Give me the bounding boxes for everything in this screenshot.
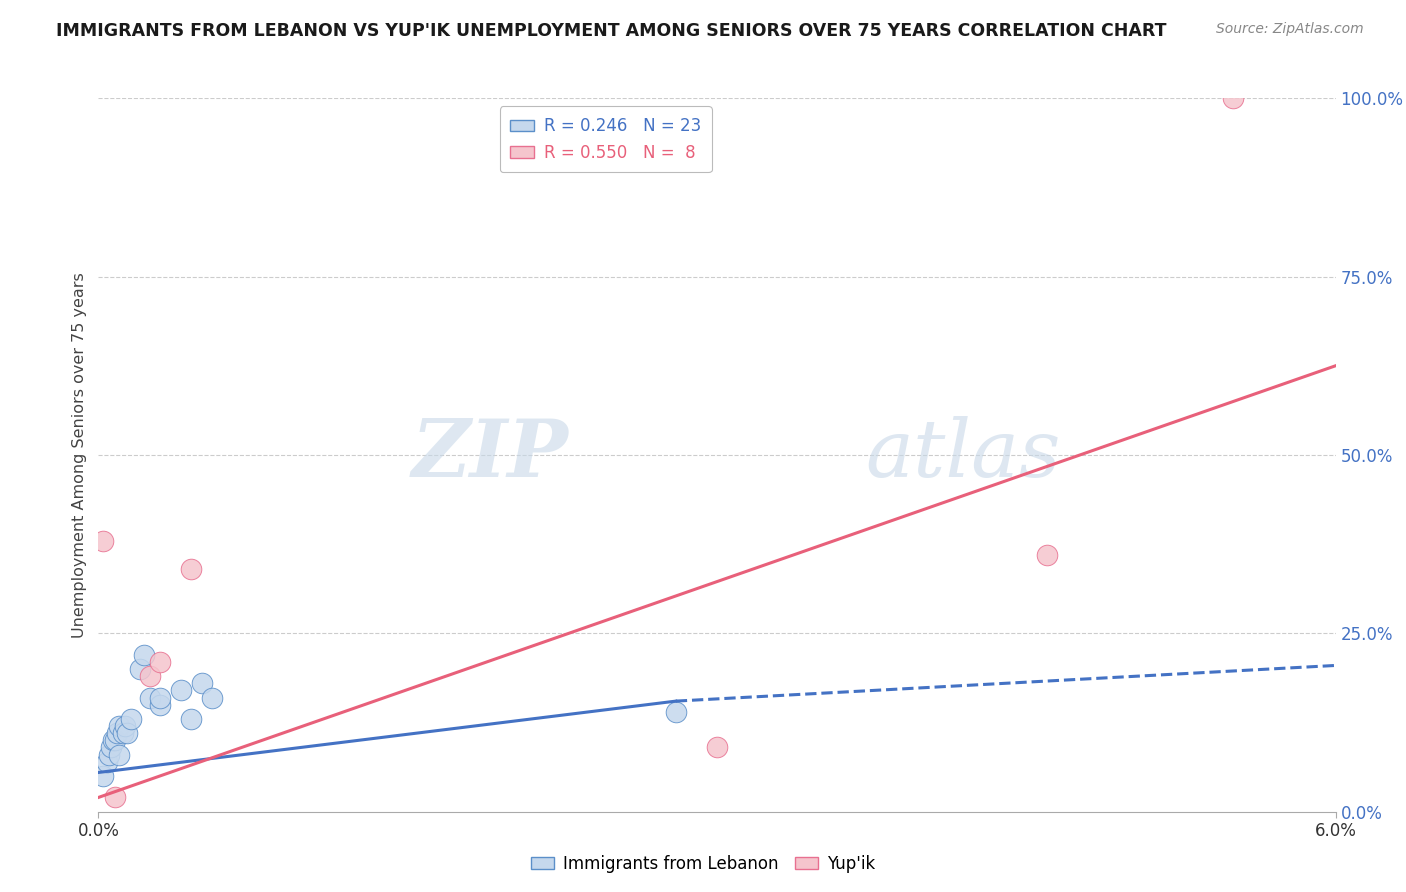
Point [139, 690, 162, 705]
Point [706, 740, 728, 755]
Point [1222, 91, 1244, 105]
Point [100, 740, 122, 755]
Point [139, 669, 162, 683]
Point [117, 726, 139, 740]
Point [170, 683, 193, 698]
Point [1036, 548, 1059, 562]
Y-axis label: Unemployment Among Seniors over 75 years: Unemployment Among Seniors over 75 years [72, 272, 87, 638]
Point [91, 533, 114, 548]
Text: ZIP: ZIP [412, 417, 568, 493]
Point [112, 726, 135, 740]
Point [190, 676, 212, 690]
Legend: R = 0.246   N = 23, R = 0.550   N =  8: R = 0.246 N = 23, R = 0.550 N = 8 [499, 106, 711, 172]
Point [120, 712, 142, 726]
Point [180, 712, 202, 726]
Point [201, 690, 224, 705]
Point [104, 790, 127, 805]
Point [132, 648, 155, 662]
Text: IMMIGRANTS FROM LEBANON VS YUP'IK UNEMPLOYMENT AMONG SENIORS OVER 75 YEARS CORRE: IMMIGRANTS FROM LEBANON VS YUP'IK UNEMPL… [56, 22, 1167, 40]
Point [149, 698, 172, 712]
Point [91, 769, 114, 783]
Point [114, 719, 136, 733]
Point [149, 690, 172, 705]
Point [149, 655, 172, 669]
Point [180, 562, 202, 576]
Text: Source: ZipAtlas.com: Source: ZipAtlas.com [1216, 22, 1364, 37]
Point [108, 747, 131, 762]
Point [128, 662, 150, 676]
Point [105, 726, 128, 740]
Point [108, 719, 131, 733]
Point [96, 755, 118, 769]
Point [665, 705, 688, 719]
Point [97, 747, 120, 762]
Text: atlas: atlas [866, 417, 1062, 493]
Point [101, 733, 124, 747]
Legend: Immigrants from Lebanon, Yup'ik: Immigrants from Lebanon, Yup'ik [524, 848, 882, 880]
Point [104, 733, 127, 747]
